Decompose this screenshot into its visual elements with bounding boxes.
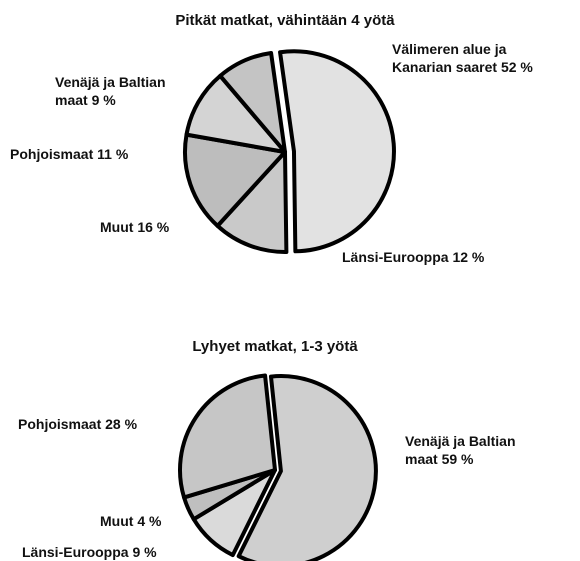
value-label: 52 %: [500, 59, 533, 75]
chart-title: Lyhyet matkat, 1-3 yötä: [192, 338, 358, 355]
value-label: 9 %: [91, 92, 116, 108]
pie-slice: [183, 132, 287, 228]
slice-label: Pohjoismaat 11 %: [10, 145, 180, 163]
slice-label: Välimeren alue ja Kanarian saaret 52 %: [392, 40, 557, 76]
chart-title: Pitkät matkat, vähintään 4 yötä: [175, 12, 395, 29]
category-label: Pohjoismaat: [10, 146, 94, 162]
category-label: Pohjoismaat: [18, 416, 102, 432]
category-label: Länsi-Eurooppa: [342, 249, 449, 265]
pie-slice: [278, 49, 396, 254]
value-label: 59 %: [441, 451, 474, 467]
pie-slice: [218, 50, 287, 154]
slice-label: Venäjä ja Baltian maat 9 %: [55, 73, 180, 109]
slice-label: Muut 16 %: [100, 218, 220, 236]
value-label: 4 %: [137, 513, 162, 529]
category-label: Muut: [100, 219, 134, 235]
slice-label: Länsi-Eurooppa 9 %: [22, 543, 222, 561]
slice-label: Venäjä ja Baltian maat 59 %: [405, 432, 530, 468]
value-label: 12 %: [452, 249, 485, 265]
pie-slice: [215, 150, 289, 254]
category-label: Länsi-Eurooppa: [22, 544, 129, 560]
category-label: Välimeren alue ja Kanarian saaret: [392, 41, 507, 75]
value-label: 9 %: [132, 544, 157, 560]
category-label: Venäjä ja Baltian maat: [405, 433, 516, 467]
value-label: 11 %: [97, 146, 129, 162]
pie-slice: [178, 373, 277, 500]
value-label: 16 %: [137, 219, 170, 235]
slice-label: Muut 4 %: [100, 512, 220, 530]
category-label: Venäjä ja Baltian maat: [55, 74, 166, 108]
slice-label: Länsi-Eurooppa 12 %: [342, 248, 542, 266]
pie-slice: [236, 374, 378, 561]
slice-label: Pohjoismaat 28 %: [18, 415, 188, 433]
category-label: Muut: [100, 513, 134, 529]
value-label: 28 %: [105, 416, 138, 432]
